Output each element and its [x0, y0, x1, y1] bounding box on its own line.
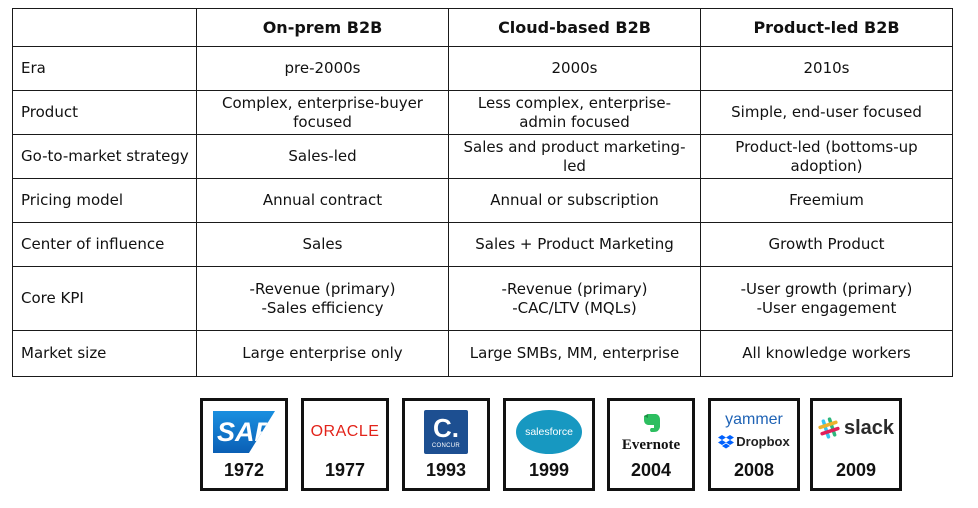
logo-card-evernote: Evernote 2004 — [607, 398, 695, 491]
logo-card-oracle: ORACLE 1977 — [301, 398, 389, 491]
row-label: Go-to-market strategy — [12, 134, 197, 179]
salesforce-logo-icon: salesforce — [506, 407, 592, 457]
sap-logo-icon: SAP — [203, 407, 285, 457]
row-label: Center of influence — [12, 222, 197, 267]
table-cell: Sales and product marketing-led — [448, 134, 701, 179]
table-cell: 2010s — [700, 46, 953, 91]
logo-year: 1999 — [528, 460, 570, 480]
concur-logo-icon: C. CONCUR — [405, 407, 487, 457]
logo-card-salesforce: salesforce 1999 — [503, 398, 595, 491]
table-row: Go-to-market strategy Sales-led Sales an… — [12, 134, 953, 179]
oracle-logo-text: ORACLE — [310, 423, 380, 440]
header-empty — [12, 8, 197, 47]
table-cell: Large enterprise only — [196, 330, 449, 377]
table-cell: Sales — [196, 222, 449, 267]
table-cell: -Revenue (primary) -CAC/LTV (MQLs) — [448, 266, 701, 331]
yammer-dropbox-logo-icon: yammer Dropbox — [711, 406, 797, 456]
slack-logo-icon: slack — [813, 403, 899, 453]
table-cell: -Revenue (primary) -Sales efficiency — [196, 266, 449, 331]
salesforce-logo-text: salesforce — [516, 410, 582, 454]
table-cell: Freemium — [700, 178, 953, 223]
logo-year: 1972 — [223, 460, 265, 480]
yammer-logo-text: yammer — [725, 411, 783, 428]
table-row: Core KPI -Revenue (primary) -Sales effic… — [12, 266, 953, 331]
dropbox-logo-text: Dropbox — [736, 434, 790, 449]
row-label: Era — [12, 46, 197, 91]
header-product-led: Product-led B2B — [700, 8, 953, 47]
evernote-logo-text: Evernote — [621, 436, 681, 453]
table-cell: Growth Product — [700, 222, 953, 267]
table-cell: Complex, enterprise-buyer focused — [196, 90, 449, 135]
table-row: Market size Large enterprise only Large … — [12, 330, 953, 377]
table-cell: Simple, end-user focused — [700, 90, 953, 135]
comparison-table: On-prem B2B Cloud-based B2B Product-led … — [12, 8, 953, 377]
logo-card-concur: C. CONCUR 1993 — [402, 398, 490, 491]
table-cell: pre-2000s — [196, 46, 449, 91]
oracle-logo-icon: ORACLE — [304, 407, 386, 457]
row-label: Product — [12, 90, 197, 135]
header-cloud: Cloud-based B2B — [448, 8, 701, 47]
logo-card-sap: SAP 1972 — [200, 398, 288, 491]
table-cell: Product-led (bottoms-up adoption) — [700, 134, 953, 179]
evernote-logo-icon: Evernote — [610, 407, 692, 457]
sap-logo-text: SAP — [213, 411, 275, 453]
logo-year: 2009 — [835, 460, 877, 480]
table-cell: 2000s — [448, 46, 701, 91]
table-cell: Less complex, enterprise-admin focused — [448, 90, 701, 135]
row-label: Market size — [12, 330, 197, 377]
logo-card-slack: slack 2009 — [810, 398, 902, 491]
table-row: Era pre-2000s 2000s 2010s — [12, 46, 953, 91]
row-label: Core KPI — [12, 266, 197, 331]
table-cell: Annual contract — [196, 178, 449, 223]
table-cell: All knowledge workers — [700, 330, 953, 377]
table-cell: Large SMBs, MM, enterprise — [448, 330, 701, 377]
logo-year: 1977 — [324, 460, 366, 480]
table-cell: Sales + Product Marketing — [448, 222, 701, 267]
table-cell: Sales-led — [196, 134, 449, 179]
logo-year: 2008 — [733, 460, 775, 480]
table-row: Pricing model Annual contract Annual or … — [12, 178, 953, 223]
table-row: Product Complex, enterprise-buyer focuse… — [12, 90, 953, 135]
table-row: Center of influence Sales Sales + Produc… — [12, 222, 953, 267]
header-on-prem: On-prem B2B — [196, 8, 449, 47]
row-label: Pricing model — [12, 178, 197, 223]
header-row: On-prem B2B Cloud-based B2B Product-led … — [12, 8, 953, 47]
dropbox-icon — [718, 435, 735, 449]
table-cell: -User growth (primary) -User engagement — [700, 266, 953, 331]
slack-logo-text: slack — [843, 416, 895, 439]
logo-year: 1993 — [425, 460, 467, 480]
company-logos-row: SAP 1972 ORACLE 1977 C. CONCUR 1993 sale… — [200, 398, 902, 494]
logo-card-yammer-dropbox: yammer Dropbox 2008 — [708, 398, 800, 491]
slack-hash-icon — [818, 417, 840, 439]
concur-logo-text: CONCUR — [431, 443, 461, 449]
logo-year: 2004 — [630, 460, 672, 480]
elephant-icon — [643, 413, 660, 432]
table-cell: Annual or subscription — [448, 178, 701, 223]
